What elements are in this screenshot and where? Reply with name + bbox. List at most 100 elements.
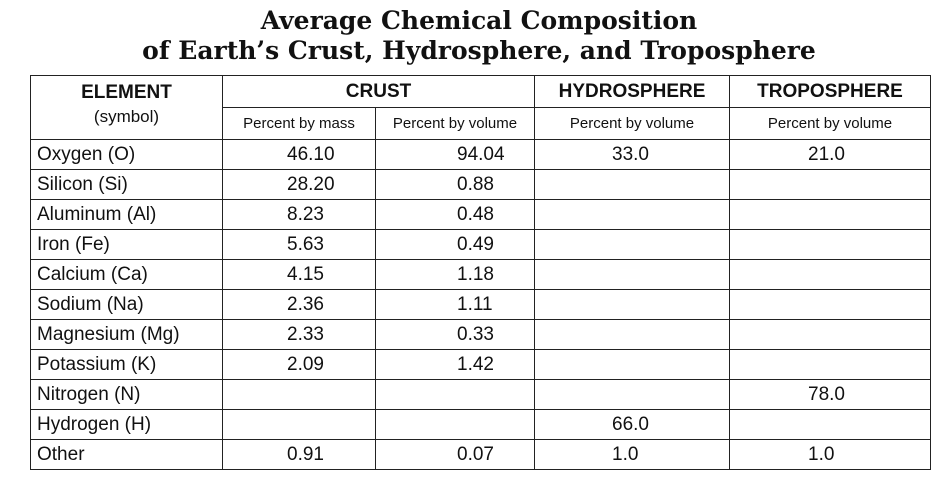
table-row: Sodium (Na) 2.36 1.11 — [30, 289, 932, 320]
crust-mass-cell: 8.23 — [222, 199, 376, 230]
header-crust: CRUST — [221, 75, 536, 108]
element-name-cell: Silicon (Si) — [30, 169, 223, 200]
table-row: Hydrogen (H) 66.0 — [30, 409, 932, 440]
element-name-cell: Magnesium (Mg) — [30, 319, 223, 350]
crust-volume-value: 1.42 — [457, 353, 494, 375]
troposphere-volume-cell — [729, 319, 932, 350]
troposphere-volume-cell: 1.0 — [729, 439, 932, 470]
header-troposphere-volume: Percent by volume — [729, 107, 932, 140]
troposphere-volume-cell: 21.0 — [729, 139, 932, 170]
crust-mass-cell — [222, 409, 376, 440]
table-row: Potassium (K) 2.09 1.42 — [30, 349, 932, 380]
table-row: Calcium (Ca) 4.15 1.18 — [30, 259, 932, 290]
crust-mass-cell: 5.63 — [222, 229, 376, 260]
crust-mass-cell: 28.20 — [222, 169, 376, 200]
element-name-cell: Potassium (K) — [30, 349, 223, 380]
crust-volume-value: 0.07 — [457, 443, 494, 465]
element-name-cell: Aluminum (Al) — [30, 199, 223, 230]
crust-mass-cell: 2.36 — [222, 289, 376, 320]
crust-mass-value: 28.20 — [287, 173, 335, 195]
hydrosphere-volume-cell — [534, 349, 731, 380]
troposphere-volume-cell — [729, 289, 932, 320]
header-element-symbol: (symbol) — [93, 107, 160, 126]
crust-volume-cell: 0.33 — [374, 319, 536, 350]
element-name-cell: Oxygen (O) — [30, 139, 223, 170]
hydrosphere-volume-cell — [534, 259, 731, 290]
hydrosphere-volume-cell — [534, 379, 731, 410]
troposphere-volume-cell — [729, 349, 932, 380]
hydrosphere-volume-cell — [534, 169, 731, 200]
header-crust-volume: Percent by volume — [374, 107, 536, 140]
hydrosphere-volume-cell — [534, 199, 731, 230]
element-name-cell: Nitrogen (N) — [30, 379, 223, 410]
troposphere-volume-value: 78.0 — [808, 383, 845, 405]
crust-mass-cell — [222, 379, 376, 410]
crust-mass-cell: 46.10 — [222, 139, 376, 170]
table-row: Iron (Fe) 5.63 0.49 — [30, 229, 932, 260]
crust-volume-value: 94.04 — [457, 143, 505, 165]
crust-mass-value: 2.09 — [287, 353, 324, 375]
crust-volume-value: 0.88 — [457, 173, 494, 195]
crust-mass-value: 2.36 — [287, 293, 324, 315]
element-name-cell: Hydrogen (H) — [30, 409, 223, 440]
crust-volume-value: 0.48 — [457, 203, 494, 225]
crust-volume-value: 1.11 — [457, 293, 493, 315]
table-row: Magnesium (Mg) 2.33 0.33 — [30, 319, 932, 350]
hydrosphere-volume-cell — [534, 229, 731, 260]
troposphere-volume-cell — [729, 199, 932, 230]
troposphere-volume-cell — [729, 409, 932, 440]
crust-volume-cell: 0.88 — [374, 169, 536, 200]
crust-mass-value: 8.23 — [287, 203, 324, 225]
hydrosphere-volume-cell: 33.0 — [534, 139, 731, 170]
header-element-title: ELEMENT — [81, 82, 172, 103]
crust-mass-cell: 2.09 — [222, 349, 376, 380]
header-element: ELEMENT (symbol) — [30, 75, 223, 140]
crust-volume-cell: 0.48 — [374, 199, 536, 230]
header-hydrosphere-volume: Percent by volume — [534, 107, 731, 140]
header-troposphere: TROPOSPHERE — [729, 75, 932, 108]
table-row: Aluminum (Al) 8.23 0.48 — [30, 199, 932, 230]
crust-mass-value: 46.10 — [287, 143, 335, 165]
table-row: Nitrogen (N) 78.0 — [30, 379, 932, 410]
table-row: Other 0.91 0.07 1.0 1.0 — [30, 439, 932, 470]
troposphere-volume-value: 21.0 — [808, 143, 845, 165]
crust-mass-value: 2.33 — [287, 323, 324, 345]
element-name-cell: Calcium (Ca) — [30, 259, 223, 290]
crust-volume-value: 1.18 — [457, 263, 494, 285]
crust-volume-cell: 1.11 — [374, 289, 536, 320]
element-name-cell: Sodium (Na) — [30, 289, 223, 320]
header-hydrosphere: HYDROSPHERE — [534, 75, 731, 108]
hydrosphere-volume-value: 33.0 — [612, 143, 649, 165]
crust-volume-value: 0.33 — [457, 323, 494, 345]
crust-mass-value: 0.91 — [287, 443, 324, 465]
troposphere-volume-cell — [729, 169, 932, 200]
hydrosphere-volume-cell — [534, 319, 731, 350]
element-name-cell: Other — [30, 439, 223, 470]
crust-mass-cell: 4.15 — [222, 259, 376, 290]
troposphere-volume-value: 1.0 — [808, 443, 835, 465]
troposphere-volume-cell: 78.0 — [729, 379, 932, 410]
crust-mass-value: 4.15 — [287, 263, 324, 285]
hydrosphere-volume-value: 66.0 — [612, 413, 649, 435]
crust-volume-value: 0.49 — [457, 233, 494, 255]
page-subtitle: of Earth’s Crust, Hydrosphere, and Tropo… — [142, 36, 816, 65]
crust-volume-cell: 0.07 — [374, 439, 536, 470]
hydrosphere-volume-cell: 1.0 — [534, 439, 731, 470]
crust-volume-cell: 1.18 — [374, 259, 536, 290]
table-row: Oxygen (O) 46.10 94.04 33.0 21.0 — [30, 139, 932, 170]
crust-mass-cell: 0.91 — [222, 439, 376, 470]
crust-volume-cell — [374, 409, 536, 440]
crust-volume-cell: 94.04 — [374, 139, 536, 170]
element-name-cell: Iron (Fe) — [30, 229, 223, 260]
crust-volume-cell: 1.42 — [374, 349, 536, 380]
composition-table: ELEMENT (symbol) CRUST HYDROSPHERE TROPO… — [30, 75, 932, 470]
hydrosphere-volume-cell — [534, 289, 731, 320]
table-row: Silicon (Si) 28.20 0.88 — [30, 169, 932, 200]
troposphere-volume-cell — [729, 259, 932, 290]
crust-volume-cell — [374, 379, 536, 410]
troposphere-volume-cell — [729, 229, 932, 260]
crust-volume-cell: 0.49 — [374, 229, 536, 260]
hydrosphere-volume-value: 1.0 — [612, 443, 639, 465]
crust-mass-value: 5.63 — [287, 233, 324, 255]
header-crust-mass: Percent by mass — [222, 107, 376, 140]
